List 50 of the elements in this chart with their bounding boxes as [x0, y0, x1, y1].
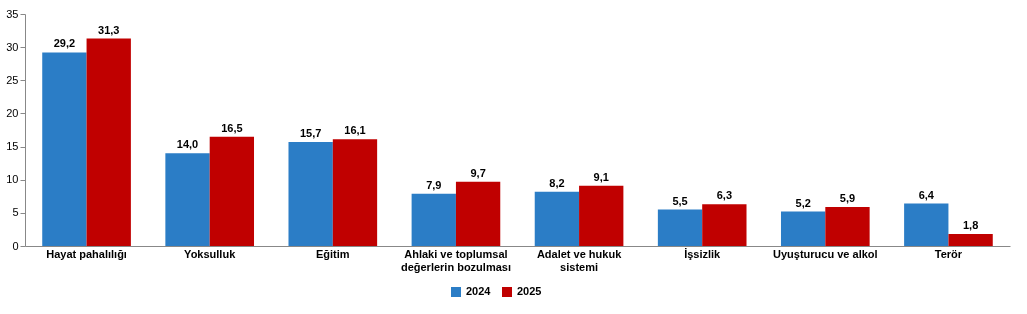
bar [702, 204, 747, 246]
bar [780, 211, 826, 246]
bar [86, 38, 131, 246]
legend-label: 2024 [466, 285, 492, 297]
y-tick-label: 10 [6, 173, 19, 186]
data-label: 16,5 [221, 121, 243, 134]
data-label: 8,2 [549, 176, 565, 189]
x-tick-label: Terör [934, 247, 963, 260]
y-tick-label: 0 [12, 239, 19, 252]
legend-label: 2025 [517, 285, 542, 297]
bar [904, 203, 949, 246]
data-label: 31,3 [98, 23, 120, 36]
x-tick-label: Adalet ve hukuk sistemi [536, 247, 623, 273]
x-tick-label: Uyuşturucu ve alkol [773, 247, 878, 260]
data-label: 14,0 [176, 138, 199, 151]
bar [579, 185, 624, 246]
data-label: 29,2 [53, 37, 76, 50]
y-tick-label: 35 [6, 7, 19, 20]
bar [288, 141, 333, 246]
data-label: 5,5 [672, 194, 688, 207]
x-tick-label: Yoksulluk [184, 247, 237, 260]
bar [657, 209, 703, 246]
y-tick-label: 30 [6, 40, 19, 53]
data-label: 9,1 [593, 170, 609, 183]
data-label: 9,7 [470, 166, 486, 179]
y-tick-label: 25 [6, 73, 19, 86]
data-label: 5,2 [795, 196, 811, 209]
bar [209, 136, 255, 246]
data-label: 5,9 [839, 191, 856, 204]
bar [411, 193, 456, 246]
bar [825, 206, 870, 246]
x-tick-label: Hayat pahalılığı [46, 247, 127, 260]
data-label: 16,1 [344, 124, 366, 137]
x-tick-label: Eğitim [316, 247, 350, 260]
x-tick-label: İşsizlik [684, 247, 722, 260]
bar [165, 153, 210, 246]
bar [948, 234, 993, 246]
data-label: 15,7 [299, 126, 322, 139]
bar [42, 52, 87, 246]
bar [332, 139, 378, 246]
bar [455, 181, 501, 246]
y-tick-label: 5 [12, 206, 19, 219]
bar [534, 191, 580, 246]
data-label: 6,4 [918, 188, 935, 201]
data-label: 1,8 [962, 219, 979, 232]
y-tick-label: 15 [6, 140, 19, 153]
y-tick-label: 20 [6, 106, 19, 119]
x-tick-label: Ahlaki ve toplumsal değerlerin bozulması [400, 247, 511, 273]
data-label: 7,9 [426, 178, 442, 191]
data-label: 6,3 [716, 189, 732, 202]
